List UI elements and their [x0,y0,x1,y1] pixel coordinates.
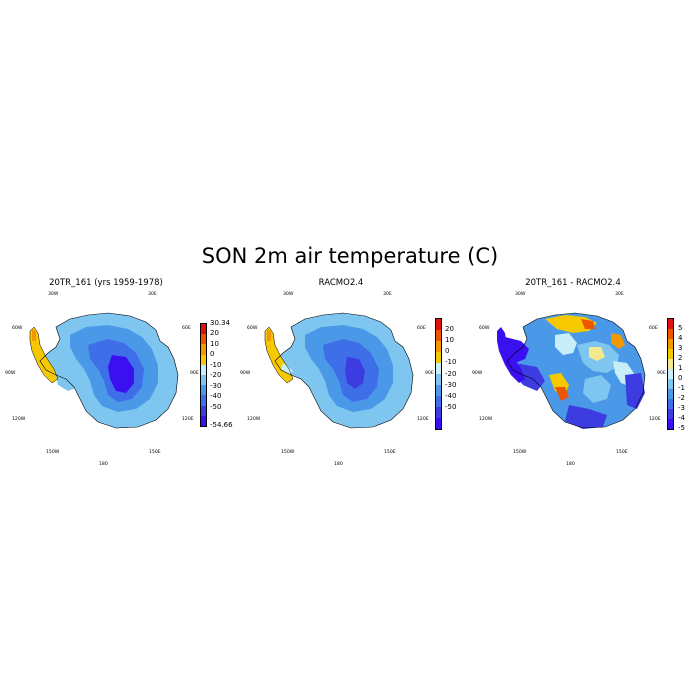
lon-label: 30E [383,292,392,297]
colorbar-label: -3 [678,404,685,412]
colorbar-label: 4 [678,334,683,342]
lon-label: 150E [384,450,396,455]
colorbar: 20 10 0 -10 -20 -30 -40 -50 [435,318,475,430]
coastline [39,312,179,429]
lon-label: 120W [12,417,26,422]
antarctica-difference-map [497,312,646,429]
lon-label: 150E [616,450,628,455]
peninsula-coastline [264,326,294,384]
lon-label: 60E [417,326,426,331]
lon-label: 90W [240,371,251,376]
figure-title: SON 2m air temperature (C) [201,244,499,268]
lon-label: 90E [657,371,666,376]
lon-label: 60E [649,326,658,331]
peninsula-coastline [29,326,59,384]
colorbar-label: 1 [678,364,683,372]
colorbar-label: -4 [678,414,685,422]
lon-label: 30W [48,292,59,297]
colorbar-label: -10 [210,361,222,369]
colorbar-label: -54.66 [210,421,233,429]
panel-title: RACMO2.4 [318,278,364,288]
colorbar-label: 3 [678,344,683,352]
antarctica-temperature-map [29,312,179,429]
colorbar-label: -40 [445,392,457,400]
colorbar-label: 5 [678,324,683,332]
colorbar-label: -20 [210,371,222,379]
lon-label: 120E [417,417,429,422]
lon-label: 30W [515,292,526,297]
coastline [274,312,414,429]
coastline [506,312,646,429]
lon-label: 90E [190,371,199,376]
lon-label: 90W [5,371,16,376]
colorbar: 5 4 3 2 1 0 -1 -2 -3 -4 -5 [667,318,697,432]
colorbar-label: -50 [445,403,457,411]
colorbar-label: 0 [445,347,450,355]
lon-label: 120E [182,417,194,422]
colorbar-label: 10 [210,340,219,348]
panel-title: 20TR_161 - RACMO2.4 [525,278,621,288]
panel-racmo: RACMO2.4 30W 30E 60W 60E 90W 90E 120W 12… [240,275,475,475]
land-fill [497,313,645,429]
colorbar: 30.34 20 10 0 -10 -20 -30 -40 -50 -54.66 [200,319,240,429]
panel-model: 20TR_161 (yrs 1959-1978) 30W 30E 60W 60E… [5,275,240,475]
antarctica-temperature-map [264,312,414,429]
lon-label: 150W [46,450,60,455]
lon-label: 150W [513,450,527,455]
panel-difference: 20TR_161 - RACMO2.4 30W 30E 60W 60E 90W … [472,275,700,475]
land-fill [30,313,178,428]
colorbar-strip [435,318,442,430]
colorbar-label: -20 [445,370,457,378]
colorbar-label: -10 [445,358,457,366]
colorbar-strip [200,323,207,427]
colorbar-label: -1 [678,384,685,392]
lon-label: 90W [472,371,483,376]
colorbar-label: 20 [445,325,454,333]
panel-title: 20TR_161 (yrs 1959-1978) [49,278,163,288]
colorbar-label: 0 [678,374,683,382]
lon-label: 120W [479,417,493,422]
lon-label: 60W [12,326,23,331]
lon-label: 120W [247,417,261,422]
colorbar-label: 30.34 [210,319,231,327]
lon-label: 60W [247,326,258,331]
land-fill [265,313,413,428]
lon-label: 90E [425,371,434,376]
colorbar-label: -2 [678,394,685,402]
colorbar-label: 2 [678,354,683,362]
lon-label: 30E [615,292,624,297]
colorbar-label: -30 [210,382,222,390]
colorbar-label: 20 [210,329,219,337]
lon-label: 30E [148,292,157,297]
colorbar-label: -50 [210,403,222,411]
colorbar-label: 0 [210,350,215,358]
colorbar-label: 10 [445,336,454,344]
lon-label: 60E [182,326,191,331]
lon-label: 30W [283,292,294,297]
lon-label: 180 [566,462,575,467]
lon-label: 60W [479,326,490,331]
colorbar-label: -5 [678,424,685,432]
colorbar-strip [667,318,674,430]
colorbar-label: -40 [210,392,222,400]
lon-label: 150E [149,450,161,455]
colorbar-label: -30 [445,381,457,389]
lon-label: 180 [99,462,108,467]
lon-label: 120E [649,417,661,422]
lon-label: 180 [334,462,343,467]
lon-label: 150W [281,450,295,455]
